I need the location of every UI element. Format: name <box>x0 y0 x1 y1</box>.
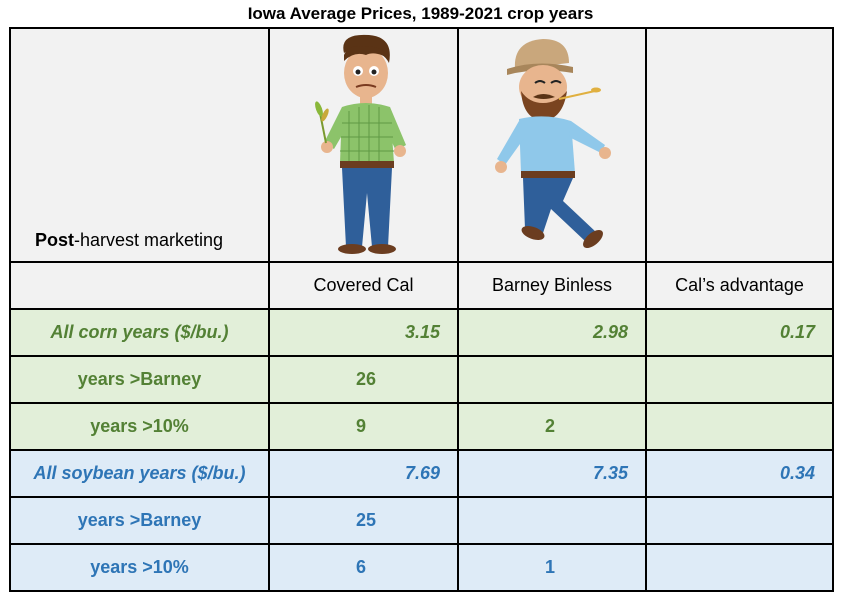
header-covered-cal: Covered Cal <box>268 261 459 310</box>
table-row: years >Barney 25 <box>9 496 834 545</box>
empty-picture-cell <box>645 27 834 263</box>
advantage-value <box>645 355 834 404</box>
advantage-value <box>645 543 834 592</box>
row-label: years >10% <box>9 402 270 451</box>
table-title: Iowa Average Prices, 1989-2021 crop year… <box>247 4 594 23</box>
illustration-row: Post-harvest marketing <box>9 27 834 263</box>
row-label: years >Barney <box>9 355 270 404</box>
corner-bold: Post <box>35 230 75 250</box>
header-barney-binless: Barney Binless <box>457 261 647 310</box>
barney-value: 2 <box>457 402 647 451</box>
cal-value: 25 <box>268 496 459 545</box>
table-row: years >Barney 26 <box>9 355 834 404</box>
advantage-value <box>645 402 834 451</box>
header-empty-cell <box>9 261 270 310</box>
farmer-barney-illustration <box>495 39 611 248</box>
column-header-row: Covered Cal Barney Binless Cal’s advanta… <box>9 261 834 310</box>
cal-value: 3.15 <box>268 308 459 357</box>
advantage-value: 0.34 <box>645 449 834 498</box>
farmer-cal-illustration <box>314 34 406 254</box>
corner-cell: Post-harvest marketing <box>9 27 270 263</box>
advantage-value <box>645 496 834 545</box>
barney-value <box>457 496 647 545</box>
table-row: All soybean years ($/bu.) 7.69 7.35 0.34 <box>9 449 834 498</box>
cal-value: 9 <box>268 402 459 451</box>
barney-value: 2.98 <box>457 308 647 357</box>
cal-value: 7.69 <box>268 449 459 498</box>
barney-value: 7.35 <box>457 449 647 498</box>
corner-rest: -harvest marketing <box>74 230 224 250</box>
row-label: years >Barney <box>9 496 270 545</box>
cal-value: 6 <box>268 543 459 592</box>
row-label: years >10% <box>9 543 270 592</box>
barney-value <box>457 355 647 404</box>
advantage-value: 0.17 <box>645 308 834 357</box>
table-row: years >10% 9 2 <box>9 402 834 451</box>
cal-value: 26 <box>268 355 459 404</box>
row-label: All corn years ($/bu.) <box>9 308 270 357</box>
row-label: All soybean years ($/bu.) <box>9 449 270 498</box>
barney-picture-cell <box>457 27 647 263</box>
price-comparison-table: Post-harvest marketing <box>9 27 834 592</box>
table-row: All corn years ($/bu.) 3.15 2.98 0.17 <box>9 308 834 357</box>
table-row: years >10% 6 1 <box>9 543 834 592</box>
cal-picture-cell <box>268 27 459 263</box>
header-cals-advantage: Cal’s advantage <box>645 261 834 310</box>
barney-value: 1 <box>457 543 647 592</box>
